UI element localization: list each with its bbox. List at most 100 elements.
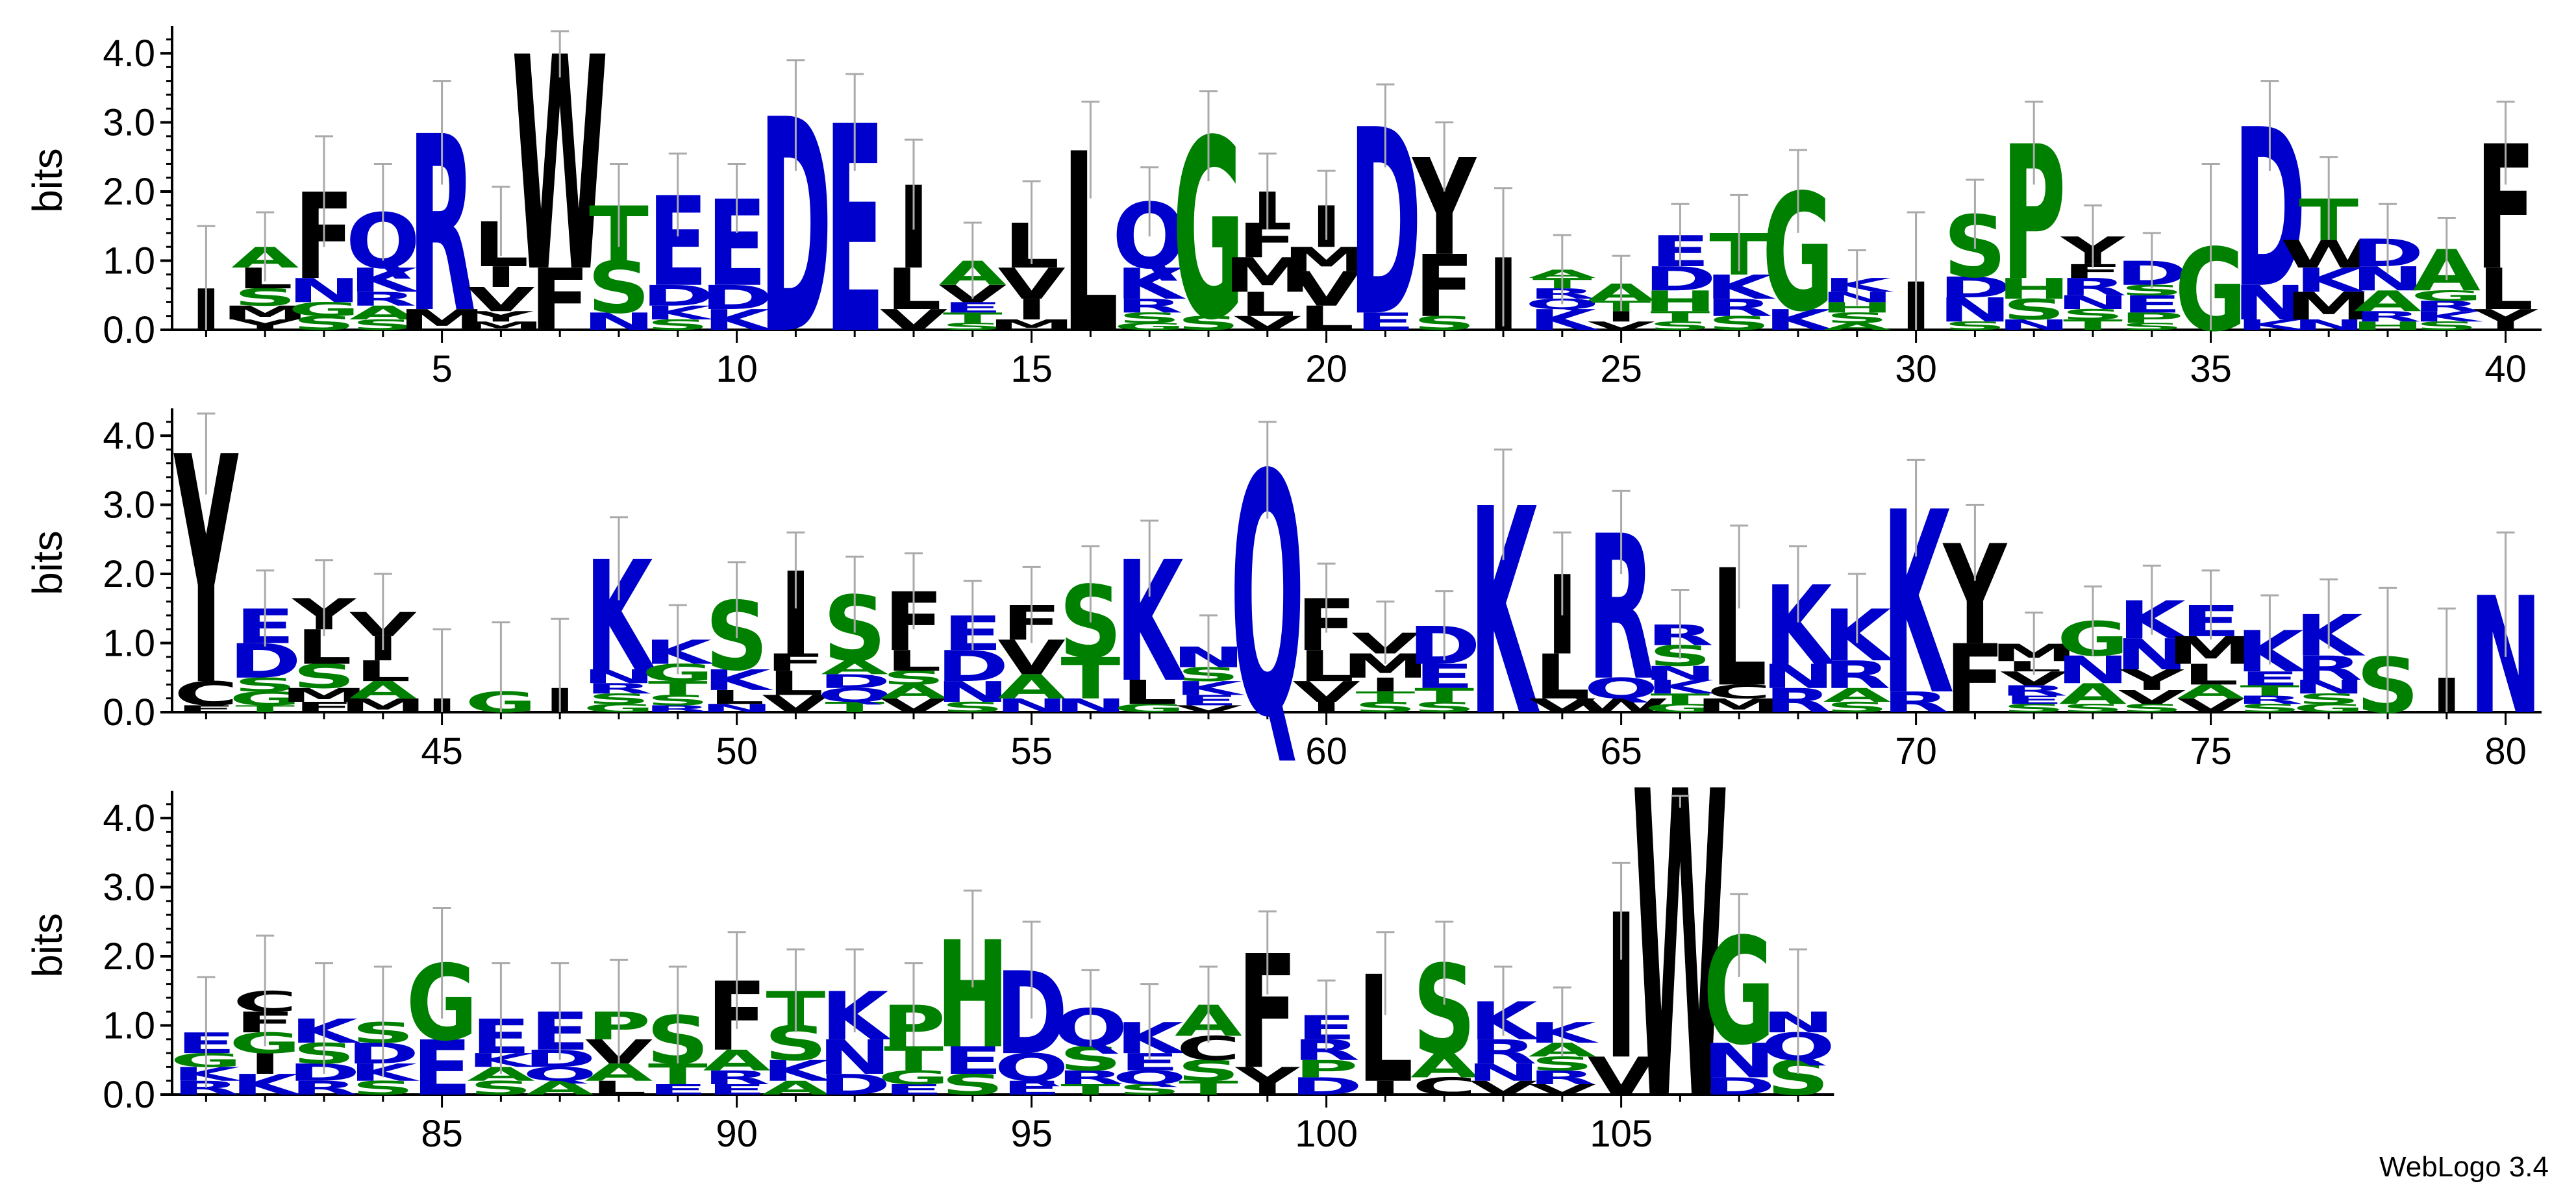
logo-column-59: Q xyxy=(1231,405,1305,791)
logo-letter-T: T xyxy=(1060,1082,1120,1098)
logo-letter-K: K xyxy=(2413,308,2484,325)
logo-letter-K: K xyxy=(1705,268,1777,307)
logo-letter-N: N xyxy=(936,675,1009,708)
logo-column-18: SG xyxy=(1173,88,1245,375)
logo-letter-K: K xyxy=(644,302,715,324)
logo-letter-R: R xyxy=(2413,298,2481,315)
logo-letter-L: L xyxy=(709,686,765,708)
logo-letter-D: D xyxy=(1703,1072,1775,1100)
logo-column-12: E xyxy=(825,67,884,398)
logo-column-95: EQD xyxy=(994,921,1069,1099)
logo-letter-N: N xyxy=(288,271,361,310)
logo-letter-R: R xyxy=(644,703,712,714)
logo-letter-S: S xyxy=(941,699,1004,716)
logo-letter-S: S xyxy=(2238,702,2301,715)
logo-letter-M: M xyxy=(281,684,368,706)
logo-letter-S: S xyxy=(941,321,1004,332)
logo-letter-R: R xyxy=(1529,1067,1596,1089)
logo-letter-S: S xyxy=(1354,699,1417,716)
y-axis-title: bits xyxy=(24,913,71,978)
logo-column-1: I xyxy=(190,225,222,343)
logo-column-46: G xyxy=(465,621,537,719)
logo-letter-K: K xyxy=(1646,676,1717,698)
logo-letter-T: T xyxy=(1650,308,1710,325)
logo-letter-N: N xyxy=(1644,662,1717,684)
logo-letter-A: A xyxy=(2354,285,2422,318)
x-tick-label: 45 xyxy=(421,730,463,773)
logo-letter-K: K xyxy=(762,1054,832,1087)
logo-letter-C: C xyxy=(174,675,238,713)
logo-column-35: G xyxy=(2175,162,2247,356)
logo-letter-N: N xyxy=(700,702,773,715)
y-tick-label: 4.0 xyxy=(103,415,155,457)
logo-column-85: EG xyxy=(406,907,478,1113)
logo-letter-V: V xyxy=(1292,675,1360,708)
logo-column-5: MR xyxy=(399,80,486,366)
y-tick-label: 2.0 xyxy=(103,171,155,213)
logo-column-78: S xyxy=(2356,586,2420,730)
logo-letter-R: R xyxy=(2295,649,2362,688)
logo-letter-V: V xyxy=(1529,1082,1597,1098)
logo-letter-S: S xyxy=(2415,319,2478,332)
logo-letter-G: G xyxy=(1114,321,1186,332)
logo-letter-Q: Q xyxy=(994,1046,1069,1089)
x-tick-label: 5 xyxy=(431,348,452,390)
logo-column-23: I xyxy=(1487,187,1519,354)
logo-letter-S: S xyxy=(2061,306,2124,323)
logo-letter-T: T xyxy=(2240,682,2299,699)
logo-letter-T: T xyxy=(1355,689,1415,706)
logo-letter-F: F xyxy=(1945,625,2005,735)
logo-letter-Q: Q xyxy=(1584,672,1658,705)
logo-letter-K: K xyxy=(467,1049,538,1071)
footer-weblogo-version: WebLogo 3.4 xyxy=(2379,1151,2549,1183)
logo-letter-E: E xyxy=(884,1082,944,1098)
logo-letter-F: F xyxy=(294,699,354,716)
logo-letter-L: L xyxy=(768,664,823,703)
logo-column-47: I xyxy=(544,617,576,721)
logo-column-36: KND xyxy=(2233,80,2307,337)
logo-letter-I: I xyxy=(249,1047,281,1080)
logo-letter-G: G xyxy=(1114,702,1186,715)
logo-letter-S: S xyxy=(292,658,355,697)
logo-letter-S: S xyxy=(1118,1082,1181,1098)
logo-letter-F: F xyxy=(530,252,590,351)
logo-letter-V: V xyxy=(1175,703,1242,714)
logo-letter-K: K xyxy=(172,1063,243,1085)
logo-letter-L: L xyxy=(591,1077,647,1099)
logo-column-99: YF xyxy=(1234,910,1301,1104)
logo-letter-S: S xyxy=(2003,293,2066,326)
logo-letter-H: H xyxy=(2351,319,2425,332)
logo-letter-V: V xyxy=(1529,695,1596,717)
logo-letter-N: N xyxy=(1762,658,1835,697)
x-tick-label: 75 xyxy=(2190,730,2232,773)
logo-letter-K: K xyxy=(1882,459,1953,751)
logo-letter-V: V xyxy=(1469,1077,1537,1099)
y-tick-label: 1.0 xyxy=(103,240,155,282)
logo-letter-Q: Q xyxy=(1112,1067,1187,1089)
logo-letter-S: S xyxy=(1059,1040,1122,1079)
logo-letter-N: N xyxy=(1054,695,1127,717)
logo-letter-S: S xyxy=(351,317,414,334)
logo-letter-Q: Q xyxy=(818,684,892,706)
logo-letter-K: K xyxy=(1529,1017,1599,1050)
logo-letter-R: R xyxy=(703,1067,771,1089)
logo-letter-S: S xyxy=(234,284,297,311)
logo-letter-E: E xyxy=(1355,308,1415,335)
logo-letter-L: L xyxy=(355,654,411,688)
logo-letter-L: L xyxy=(1299,299,1355,338)
logo-letter-K: K xyxy=(290,1012,362,1051)
x-tick-label: 10 xyxy=(716,348,758,390)
logo-letter-T: T xyxy=(2063,317,2123,334)
